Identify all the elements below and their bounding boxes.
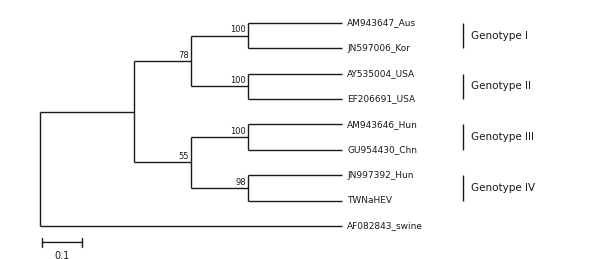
Text: GU954430_Chn: GU954430_Chn — [347, 145, 417, 154]
Text: EF206691_USA: EF206691_USA — [347, 95, 415, 104]
Text: AY535004_USA: AY535004_USA — [347, 69, 415, 78]
Text: AM943647_Aus: AM943647_Aus — [347, 18, 416, 27]
Text: 78: 78 — [178, 51, 189, 60]
Text: JN597006_Kor: JN597006_Kor — [347, 44, 410, 53]
Text: 55: 55 — [179, 152, 189, 161]
Text: TWNaHEV: TWNaHEV — [347, 196, 392, 205]
Text: 0.1: 0.1 — [55, 251, 70, 259]
Text: AF082843_swine: AF082843_swine — [347, 221, 423, 231]
Text: Genotype III: Genotype III — [472, 132, 535, 142]
Text: 100: 100 — [230, 76, 246, 85]
Text: 100: 100 — [230, 127, 246, 136]
Text: Genotype II: Genotype II — [472, 81, 532, 91]
Text: JN997392_Hun: JN997392_Hun — [347, 171, 413, 180]
Text: 98: 98 — [236, 178, 246, 186]
Text: 100: 100 — [230, 25, 246, 34]
Text: AM943646_Hun: AM943646_Hun — [347, 120, 418, 129]
Text: Genotype I: Genotype I — [472, 31, 529, 41]
Text: Genotype IV: Genotype IV — [472, 183, 535, 193]
